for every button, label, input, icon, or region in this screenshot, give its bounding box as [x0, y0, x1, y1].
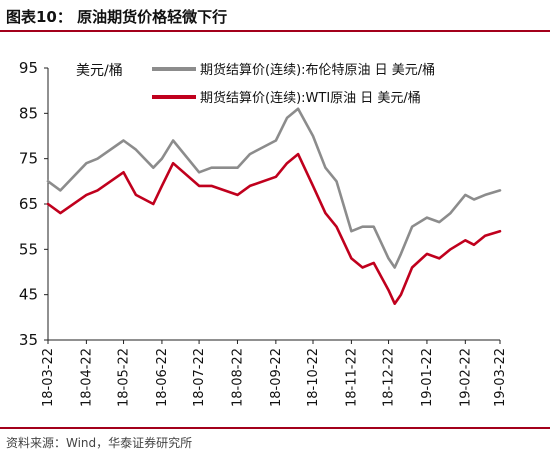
y-unit-label: 美元/桶 — [76, 63, 123, 79]
x-tick-label: 19-03-22 — [493, 348, 508, 407]
legend-label-brent: 期货结算价(连续):布伦特原油 日 美元/桶 — [200, 62, 435, 78]
series-line-brent — [46, 107, 502, 269]
series-line-wti — [46, 152, 502, 306]
plot-area: 35 45 55 65 75 85 95 18-03-22 18-04-22 18-05-22 18… — [19, 59, 508, 407]
x-tick-label: 18-12-22 — [382, 348, 397, 407]
footer-divider — [0, 427, 550, 429]
x-tick-label: 18-08-22 — [230, 348, 245, 407]
y-tick-label: 45 — [19, 286, 38, 304]
x-tick-label: 18-07-22 — [192, 348, 207, 407]
legend: 期货结算价(连续):布伦特原油 日 美元/桶 期货结算价(连续):WTI原油 日… — [152, 62, 435, 106]
y-tick-label: 55 — [19, 240, 38, 258]
y-tick-label: 95 — [19, 59, 38, 77]
x-tick-label: 18-03-22 — [41, 348, 56, 407]
y-tick-label: 85 — [19, 104, 38, 122]
y-tick-label: 35 — [19, 331, 38, 349]
x-tick-label: 18-05-22 — [117, 348, 132, 407]
x-tick-label: 18-09-22 — [269, 348, 284, 407]
oil-futures-line-chart: 35 45 55 65 75 85 95 18-03-22 18-04-22 18-05-22 18… — [19, 59, 508, 407]
figure-title: 图表10： 原油期货价格轻微下行 — [6, 8, 228, 26]
x-tick-label: 18-11-22 — [344, 348, 359, 407]
x-tick-label: 18-10-22 — [306, 348, 321, 407]
figure-header: 图表10： 原油期货价格轻微下行 — [0, 0, 550, 32]
y-tick-label: 75 — [19, 150, 38, 168]
y-tick-label: 65 — [19, 195, 38, 213]
x-tick-label: 19-01-22 — [420, 348, 435, 407]
source-note: 资料来源：Wind，华泰证券研究所 — [6, 436, 193, 450]
x-tick-label: 18-06-22 — [155, 348, 170, 407]
legend-label-wti: 期货结算价(连续):WTI原油 日 美元/桶 — [200, 90, 421, 106]
title-divider — [0, 30, 550, 32]
x-tick-label: 19-02-22 — [458, 348, 473, 407]
x-tick-label: 18-04-22 — [79, 348, 94, 407]
